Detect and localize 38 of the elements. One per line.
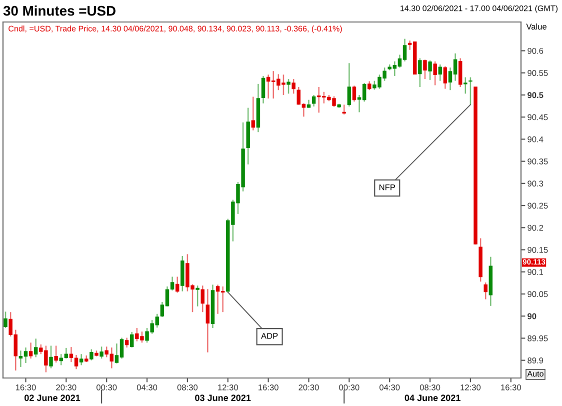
y-tick-label: 90.4	[528, 136, 544, 142]
text: 04 June 2021	[404, 394, 460, 402]
x-tick-label: 04:30	[380, 384, 400, 390]
annotation: ADP	[261, 333, 278, 339]
x-tick-label: 00:30	[96, 384, 117, 390]
x-tick-label: 20:30	[298, 384, 319, 390]
x-tick-label: 12:30	[218, 384, 238, 390]
x-tick-label: 08:30	[177, 384, 198, 390]
y-tick-label: 89.9	[528, 358, 544, 364]
y-tick-label: 90.05	[528, 291, 548, 298]
x-tick-label: 04:30	[136, 384, 158, 390]
y-tick-label: 90.3	[528, 180, 544, 187]
y-tick-label: 90.5	[528, 92, 544, 98]
y-tick-label: 90	[528, 313, 536, 320]
annotation: NFP	[379, 184, 396, 190]
y-axis-title: Value	[526, 23, 547, 30]
y-tick-label: 90.55	[528, 70, 548, 76]
y-tick-label: 90.6	[528, 48, 544, 54]
x-tick-label: 00:30	[339, 384, 360, 390]
chart-title: 30 Minutes =USD	[3, 6, 116, 16]
text: 03 June 2021	[195, 394, 251, 402]
x-tick-label: 16:30	[501, 384, 521, 390]
y-tick-label: 89.95	[528, 335, 548, 342]
text: Auto	[527, 370, 544, 377]
x-tick-label: 12:30	[460, 384, 481, 390]
y-tick-label: 90.2	[528, 224, 544, 231]
x-tick-label: 16:30	[16, 384, 36, 390]
y-tick-label: 90.25	[528, 202, 548, 209]
text: 14.30 02/06/2021 - 17.00 04/06/2021 (GMT)	[400, 5, 558, 13]
y-tick-label: 90.35	[528, 158, 548, 164]
chart-subtitle: Cndl, =USD, Trade Price, 14.30 04/06/2021, 90.048, 90.134, 90.023, 90.113, -0.366, (-0.41%)	[8, 26, 342, 34]
y-tick-label: 90.45	[528, 114, 548, 120]
y-tick-label: 90.15	[528, 246, 548, 253]
y-tick-label: 90.1	[528, 269, 544, 275]
x-tick-label: 08:30	[420, 384, 440, 390]
x-tick-label: 20:30	[56, 384, 76, 390]
text: 02 June 2021	[24, 394, 80, 402]
x-tick-label: 16:30	[258, 384, 278, 390]
